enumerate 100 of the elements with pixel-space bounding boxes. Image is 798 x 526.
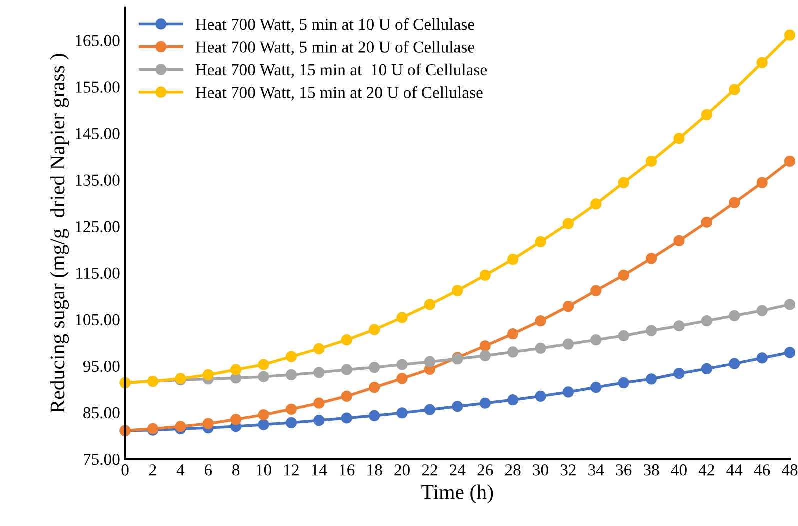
point: [784, 299, 796, 310]
y-tick-label: 85.00: [84, 407, 120, 419]
point: [424, 404, 436, 416]
point: [286, 417, 298, 428]
point: [562, 386, 574, 398]
point: [369, 362, 380, 374]
point: [396, 359, 408, 370]
point: [424, 356, 436, 368]
point: [701, 363, 712, 374]
point: [258, 409, 270, 421]
point: [562, 301, 574, 312]
x-tick-label: 12: [284, 464, 299, 476]
legend-label: Heat 700 Watt, 15 min at 20 U of Cellulase: [196, 86, 483, 101]
point: [341, 334, 352, 346]
point: [480, 270, 491, 281]
legend-label: Heat 700 Watt, 5 min at 10 U of Cellulase: [196, 18, 474, 33]
point: [701, 109, 712, 120]
point: [202, 369, 214, 381]
point: [507, 254, 519, 266]
point: [646, 253, 658, 264]
legend-label: Heat 700 Watt, 5 min at 20 U of Cellulase: [196, 41, 474, 56]
x-tick-label: 34: [588, 464, 604, 476]
point: [480, 340, 491, 352]
point: [784, 347, 796, 358]
point: [674, 320, 685, 332]
point: [314, 398, 325, 409]
point: [590, 334, 602, 346]
point: [202, 418, 214, 430]
point: [535, 342, 546, 354]
point: [729, 310, 740, 322]
point: [507, 346, 519, 358]
y-tick-label: 145.00: [76, 128, 120, 140]
point: [756, 57, 768, 68]
point: [341, 412, 352, 424]
point: [674, 133, 685, 144]
x-tick-label: 18: [368, 464, 382, 476]
point: [286, 404, 298, 415]
x-tick-label: 42: [698, 464, 714, 476]
x-tick-label: 28: [505, 464, 521, 476]
point: [314, 367, 325, 378]
point: [729, 84, 740, 96]
point: [286, 351, 298, 362]
x-tick-label: 48: [782, 464, 798, 476]
point: [480, 350, 491, 362]
y-tick-label: 75.00: [84, 454, 120, 466]
x-tick-label: 4: [176, 464, 185, 476]
point: [341, 390, 352, 402]
x-tick-label: 20: [394, 464, 410, 476]
x-tick-label: 24: [450, 464, 466, 476]
x-tick-label: 16: [340, 464, 355, 476]
point: [784, 30, 796, 41]
point: [618, 377, 630, 388]
point: [590, 285, 602, 296]
point: [562, 338, 574, 350]
y-tick-label: 165.00: [76, 35, 120, 46]
x-tick-label: 10: [256, 464, 272, 476]
x-tick-label: 8: [232, 464, 240, 476]
x-tick-label: 38: [644, 464, 660, 476]
point: [784, 156, 796, 167]
point: [562, 218, 574, 230]
point: [369, 324, 380, 336]
x-tick-label: 44: [726, 464, 743, 476]
x-tick-label: 46: [754, 464, 770, 476]
point: [535, 236, 546, 248]
point: [729, 358, 740, 370]
x-axis-title: Time (h): [422, 484, 494, 504]
point: [258, 371, 270, 382]
point: [507, 328, 519, 340]
x-tick-label: 36: [616, 464, 632, 476]
point: [535, 315, 546, 327]
point: [341, 364, 352, 376]
point: [396, 408, 408, 419]
point: [756, 305, 768, 316]
point: [286, 369, 298, 381]
point: [674, 368, 685, 380]
point: [314, 415, 325, 426]
point: [618, 330, 630, 342]
point: [424, 299, 436, 310]
point: [369, 382, 380, 394]
point: [258, 419, 270, 430]
point: [369, 410, 380, 422]
point: [258, 359, 270, 370]
y-axis-title: Reducing sugar (mg/g dried Napier grass ): [50, 54, 70, 414]
x-tick-label: 40: [671, 464, 687, 476]
x-tick-label: 32: [560, 464, 576, 476]
point: [618, 270, 630, 281]
y-tick-label: 95.00: [83, 360, 120, 372]
point: [452, 401, 464, 412]
x-tick-label: 14: [312, 464, 328, 476]
point: [396, 312, 408, 324]
x-tick-label: 0: [122, 464, 129, 476]
point: [756, 177, 768, 188]
x-tick-label: 26: [478, 464, 494, 476]
x-tick-label: 6: [204, 464, 212, 476]
point: [590, 382, 602, 394]
point: [646, 325, 658, 336]
point: [729, 197, 740, 208]
point: [230, 364, 242, 376]
point: [590, 198, 602, 210]
y-tick-label: 105.00: [76, 314, 120, 326]
